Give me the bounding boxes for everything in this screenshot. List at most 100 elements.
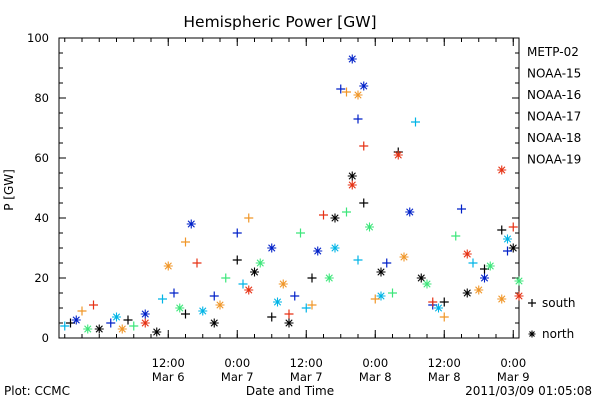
x-axis-label: Date and Time <box>246 384 334 398</box>
data-point-south <box>451 231 461 241</box>
data-point-south <box>209 291 219 301</box>
data-point-south <box>382 258 392 268</box>
data-point-north <box>497 165 507 175</box>
data-point-south <box>353 114 363 124</box>
data-point-north <box>474 285 484 295</box>
data-points <box>60 54 524 337</box>
legend-entry: NOAA-19 <box>527 153 581 167</box>
data-point-north <box>359 81 369 91</box>
data-point-south <box>457 204 466 214</box>
data-point-north <box>365 222 374 232</box>
data-point-north <box>94 324 104 334</box>
y-axis: 0 20 40 60 80 100 <box>27 31 519 345</box>
data-point-north <box>209 318 219 328</box>
data-point-south <box>353 255 363 265</box>
data-point-north <box>497 294 507 304</box>
y-tick-label: 20 <box>34 271 49 285</box>
data-point-north <box>140 309 150 319</box>
plot-timestamp: 2011/03/09 01:05:08 <box>465 384 592 398</box>
legend-entry: NOAA-17 <box>527 110 581 124</box>
data-point-north <box>330 213 340 223</box>
data-point-north <box>347 171 357 181</box>
data-point-north <box>324 273 334 283</box>
x-tick-date-label: Mar 8 <box>359 370 392 384</box>
marker-key-symbol <box>528 299 536 307</box>
y-axis-label: P [GW] <box>2 169 16 211</box>
x-tick-date-label: Mar 6 <box>152 370 185 384</box>
data-point-north <box>175 303 185 313</box>
data-point-north <box>284 318 294 328</box>
data-point-south <box>342 207 351 217</box>
data-point-south <box>307 300 317 310</box>
data-point-south <box>77 306 87 316</box>
marker-key-label: north <box>542 327 574 341</box>
data-point-south <box>181 237 190 247</box>
data-point-south <box>296 228 305 238</box>
data-point-south <box>359 141 369 151</box>
marker-key-symbol <box>528 330 536 338</box>
data-point-south <box>497 225 507 235</box>
data-point-north <box>152 327 162 337</box>
x-tick-date-label: Mar 7 <box>290 370 323 384</box>
data-point-north <box>405 207 415 217</box>
x-tick-date-label: Mar 8 <box>428 370 461 384</box>
data-point-south <box>181 309 190 319</box>
plot-frame <box>58 37 520 339</box>
legend: METP-02 NOAA-15 NOAA-16 NOAA-17 NOAA-18 NOAA-… <box>527 45 581 167</box>
legend-entry: NOAA-15 <box>527 67 581 81</box>
data-point-north <box>273 297 282 307</box>
data-point-south <box>123 315 133 325</box>
data-point-south <box>158 294 167 304</box>
x-tick-date-label: Mar 9 <box>497 370 530 384</box>
data-point-south <box>307 273 317 283</box>
x-tick-time-label: 0:00 <box>362 356 388 370</box>
legend-entry: NOAA-18 <box>527 131 581 145</box>
data-point-north <box>422 279 432 289</box>
y-tick-label: 0 <box>42 331 49 345</box>
data-point-north <box>480 273 489 283</box>
data-point-south <box>508 222 518 232</box>
data-point-north <box>140 318 150 328</box>
data-point-north <box>462 249 472 259</box>
data-point-south <box>290 291 300 301</box>
data-point-north <box>313 246 323 256</box>
data-point-north <box>514 291 524 301</box>
data-point-south <box>301 303 311 313</box>
y-tick-label: 40 <box>34 211 49 225</box>
data-point-north <box>393 150 403 160</box>
data-point-north <box>163 261 173 271</box>
data-point-north <box>330 243 340 253</box>
data-point-north <box>278 279 288 289</box>
data-point-north <box>376 291 386 301</box>
x-tick-time-label: 0:00 <box>500 356 526 370</box>
data-point-south <box>319 210 328 220</box>
data-point-south <box>221 273 231 283</box>
data-point-north <box>83 324 93 334</box>
data-point-south <box>89 300 98 310</box>
data-point-north <box>112 312 121 322</box>
data-point-south <box>359 198 369 208</box>
data-point-south <box>411 117 420 127</box>
x-tick-time-label: 12:00 <box>152 356 185 370</box>
legend-entry: METP-02 <box>527 45 579 59</box>
legend-entry: NOAA-16 <box>527 88 581 102</box>
data-point-south <box>129 321 139 331</box>
data-point-south <box>342 87 351 97</box>
data-point-north <box>198 306 208 316</box>
data-point-south <box>336 84 346 94</box>
data-point-north <box>514 276 524 286</box>
hemisphere-marker-key: south north <box>528 296 576 341</box>
data-point-south <box>503 246 512 256</box>
data-point-north <box>434 303 443 313</box>
data-point-south <box>238 279 248 289</box>
data-point-north <box>255 258 265 268</box>
data-point-north <box>353 90 363 100</box>
data-point-south <box>169 288 179 298</box>
data-point-south <box>284 309 294 319</box>
data-point-south <box>232 255 242 265</box>
x-tick-time-label: 12:00 <box>428 356 461 370</box>
data-point-south <box>428 297 438 307</box>
data-point-north <box>186 219 196 229</box>
